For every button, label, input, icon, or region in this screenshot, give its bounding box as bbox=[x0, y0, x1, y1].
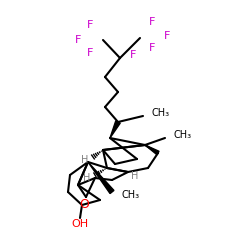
Text: H: H bbox=[83, 173, 91, 183]
Text: F: F bbox=[75, 35, 81, 45]
Polygon shape bbox=[145, 145, 159, 155]
Text: CH₃: CH₃ bbox=[152, 108, 170, 118]
Text: H: H bbox=[131, 171, 139, 181]
Text: OH: OH bbox=[72, 219, 88, 229]
Text: CH₃: CH₃ bbox=[174, 130, 192, 140]
Text: F: F bbox=[87, 20, 93, 30]
Polygon shape bbox=[88, 162, 114, 194]
Text: F: F bbox=[149, 43, 155, 53]
Text: F: F bbox=[130, 50, 136, 60]
Text: F: F bbox=[164, 31, 170, 41]
Text: F: F bbox=[87, 48, 93, 58]
Text: CH₃: CH₃ bbox=[122, 190, 140, 200]
Text: F: F bbox=[149, 17, 155, 27]
Text: O: O bbox=[79, 198, 89, 211]
Polygon shape bbox=[110, 121, 120, 138]
Text: H: H bbox=[81, 155, 89, 165]
